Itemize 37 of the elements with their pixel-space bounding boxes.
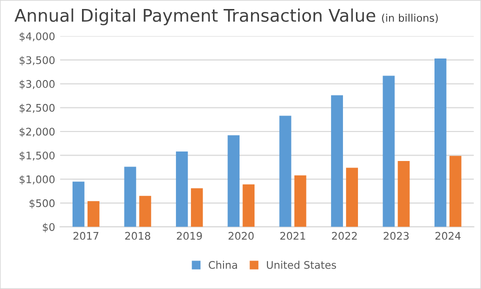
y-tick-label: $2,000 — [20, 128, 55, 137]
x-tick-label: 2020 — [228, 232, 254, 240]
legend-label: China — [208, 260, 237, 269]
bar — [72, 182, 84, 227]
chart-subtitle: (in billions) — [382, 14, 438, 24]
bar — [279, 116, 292, 227]
legend-label: United States — [266, 260, 336, 269]
y-tick-label: $4,000 — [20, 32, 55, 42]
x-tick-label: 2023 — [384, 232, 409, 240]
bar — [228, 135, 240, 227]
y-tick-label: $3,500 — [20, 56, 55, 66]
y-tick-label: $1,000 — [20, 175, 55, 185]
y-tick-label: $3,000 — [20, 80, 55, 90]
x-tick-label: 2021 — [280, 232, 306, 240]
bar — [124, 166, 136, 227]
x-tick-label: 2018 — [125, 232, 150, 240]
bar — [434, 58, 446, 227]
bar — [88, 201, 100, 227]
bar — [449, 156, 462, 227]
bar — [382, 76, 395, 227]
y-tick-label: $0 — [42, 222, 55, 232]
x-tick-label: 2022 — [332, 232, 357, 240]
bar — [176, 152, 188, 227]
bar — [331, 95, 343, 227]
y-tick-label: $500 — [30, 199, 55, 209]
bar — [242, 184, 255, 227]
x-tick-label: 2019 — [176, 232, 202, 240]
x-tick-label: 2017 — [73, 232, 98, 240]
bar — [139, 196, 152, 227]
x-tick-label: 2024 — [435, 232, 461, 240]
chart-title: Annual Digital Payment Transaction Value — [14, 8, 376, 26]
bar — [346, 168, 358, 227]
bar — [294, 175, 306, 227]
bar — [398, 161, 410, 227]
bar — [190, 188, 203, 227]
y-tick-label: $1,500 — [20, 151, 55, 161]
y-tick-label: $2,500 — [20, 104, 55, 114]
